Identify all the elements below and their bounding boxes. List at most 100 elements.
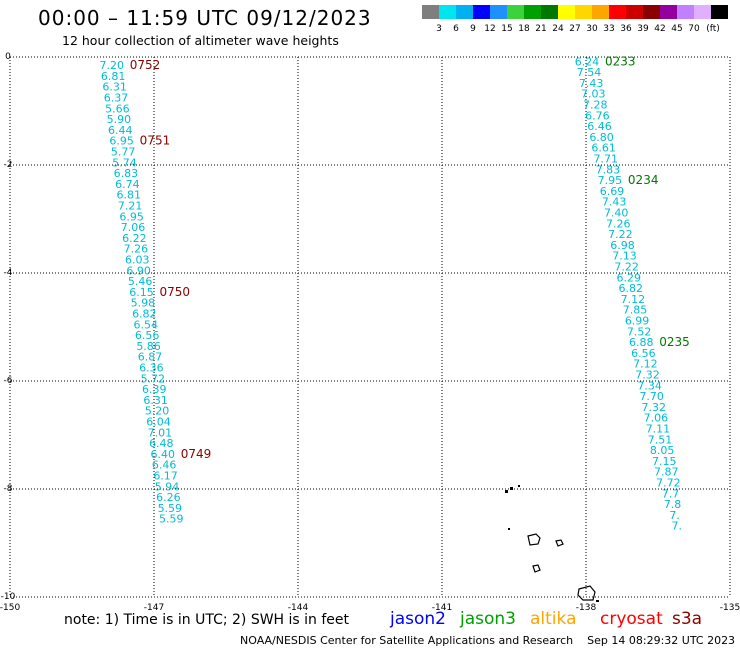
swh-value-label: 7.51 (648, 433, 673, 446)
color-scale-cell (694, 5, 711, 19)
pass-time-label: 0234 (628, 173, 659, 187)
y-tick-label: -6 (4, 376, 13, 386)
color-scale-cell (422, 5, 439, 19)
swh-value-label: 5.77 (111, 146, 136, 159)
legend-cryosat: cryosat (600, 609, 663, 629)
satellite-tracks: 7.206.816.316.375.665.906.446.955.775.74… (100, 54, 690, 532)
swh-value-label: 6.26 (156, 491, 181, 504)
color-scale-cell (626, 5, 643, 19)
swh-value-label: 7.11 (646, 423, 671, 436)
legend-jason3: jason3 (460, 609, 516, 629)
swh-value-label: 7. (671, 520, 682, 533)
color-scale-label: 21 (535, 24, 546, 34)
color-scale-label: 18 (518, 24, 530, 34)
swh-value-label: 6.40 (150, 448, 175, 461)
swh-value-label: 7.20 (100, 59, 125, 72)
color-scale-label: 6 (453, 24, 459, 34)
swh-value-label: 6.81 (117, 189, 142, 202)
swh-value-label: 6.48 (149, 437, 174, 450)
color-scale-cell (609, 5, 626, 19)
swh-value-label: 7.72 (656, 477, 681, 490)
swh-value-label: 7.32 (642, 401, 667, 414)
grid-lines (9, 56, 731, 598)
swh-value-label: 7.43 (579, 77, 604, 90)
swh-value-label: 7.43 (602, 196, 627, 209)
swh-value-label: 6.54 (133, 318, 158, 331)
swh-value-label: 6.56 (631, 347, 656, 360)
swh-value-label: 6.22 (122, 232, 147, 245)
swh-value-label: 6.39 (142, 383, 167, 396)
swh-value-label: 7.12 (621, 293, 646, 306)
y-tick-label: -10 (1, 592, 16, 602)
swh-value-label: 6.82 (132, 308, 157, 321)
pass-time-label: 0235 (659, 335, 690, 349)
color-scale-label: 30 (586, 24, 598, 34)
pass-time-label: 0752 (130, 58, 161, 72)
color-scale-label: 36 (620, 24, 632, 34)
swh-value-label: 6.87 (138, 351, 163, 364)
swh-value-label: 6.88 (629, 336, 654, 349)
pass-time-label: 0233 (605, 54, 636, 68)
color-scale-label: 9 (470, 24, 476, 34)
color-scale-label: 42 (654, 24, 665, 34)
swh-value-label: 6.99 (625, 315, 650, 328)
swh-value-label: 6.90 (126, 264, 151, 277)
swh-value-label: 6.81 (101, 70, 126, 83)
y-tick-label: -2 (4, 160, 13, 170)
footer-note: note: 1) Time is in UTC; 2) SWH is in fe… (64, 612, 350, 628)
swh-value-label: 6.46 (587, 120, 612, 133)
swh-value-label: 6.03 (125, 254, 150, 267)
color-scale-legend: 3 6 9 12 15 18 21 24 27 30 33 36 39 42 45 70 (ft) (422, 5, 728, 34)
x-tick-label: -144 (288, 603, 309, 613)
swh-value-label: 7.87 (654, 466, 679, 479)
color-scale-label: 27 (569, 24, 580, 34)
swh-value-label: 5.74 (112, 156, 137, 169)
swh-value-label: 6.83 (114, 167, 139, 180)
swh-value-label: 6.44 (108, 124, 133, 137)
color-scale-label: 24 (552, 24, 564, 34)
swh-value-label: 6.15 (129, 286, 154, 299)
swh-value-label: 5.86 (136, 340, 161, 353)
credit-timestamp: Sep 14 08:29:32 UTC 2023 (587, 634, 736, 647)
color-scale-cell (660, 5, 677, 19)
color-scale-cell (677, 5, 694, 19)
swh-value-label: 5.46 (128, 275, 153, 288)
swh-value-label: 6.74 (115, 178, 140, 191)
swh-value-label: 7.54 (577, 66, 602, 79)
pass-time-label: 0751 (140, 134, 171, 148)
swh-value-label: 7.12 (633, 358, 658, 371)
pass-time-label: 0750 (159, 285, 190, 299)
swh-value-label: 6.29 (616, 271, 641, 284)
color-scale-label: 33 (603, 24, 614, 34)
color-scale-cell (541, 5, 558, 19)
swh-value-label: 7. (669, 509, 680, 522)
swh-value-label: 7.85 (623, 304, 648, 317)
swh-value-label: 6.61 (591, 142, 616, 155)
swh-value-label: 5.90 (107, 113, 132, 126)
credit-text: NOAA/NESDIS Center for Satellite Applica… (240, 634, 574, 647)
swh-value-label: 6.31 (102, 81, 127, 94)
color-scale-label: 3 (436, 24, 442, 34)
chart-title: 00:00 – 11:59 UTC 09/12/2023 (38, 6, 372, 30)
swh-value-label: 7.01 (148, 426, 173, 439)
swh-value-label: 6.82 (619, 282, 644, 295)
legend-jason2: jason2 (390, 609, 446, 629)
color-scale-cell (592, 5, 609, 19)
swh-value-label: 5.72 (141, 372, 166, 385)
swh-value-label: 6.46 (152, 459, 177, 472)
swh-value-label: 6.80 (589, 131, 614, 144)
swh-value-label: 5.59 (158, 502, 183, 515)
color-scale-cell (456, 5, 473, 19)
color-scale-cell (643, 5, 660, 19)
swh-value-label: 6.95 (109, 135, 134, 148)
swh-value-label: 7.13 (612, 250, 637, 263)
legend-s3a: s3a (672, 609, 703, 629)
swh-value-label: 5.66 (105, 102, 130, 115)
swh-value-label: 7.40 (604, 207, 629, 220)
color-scale-label: 70 (688, 24, 700, 34)
x-tick-label: -135 (720, 603, 740, 613)
swh-value-label: 6.04 (146, 416, 171, 429)
swh-value-label: 8.05 (650, 444, 675, 457)
swh-value-label: 7.83 (596, 163, 621, 176)
color-scale-cell (575, 5, 592, 19)
